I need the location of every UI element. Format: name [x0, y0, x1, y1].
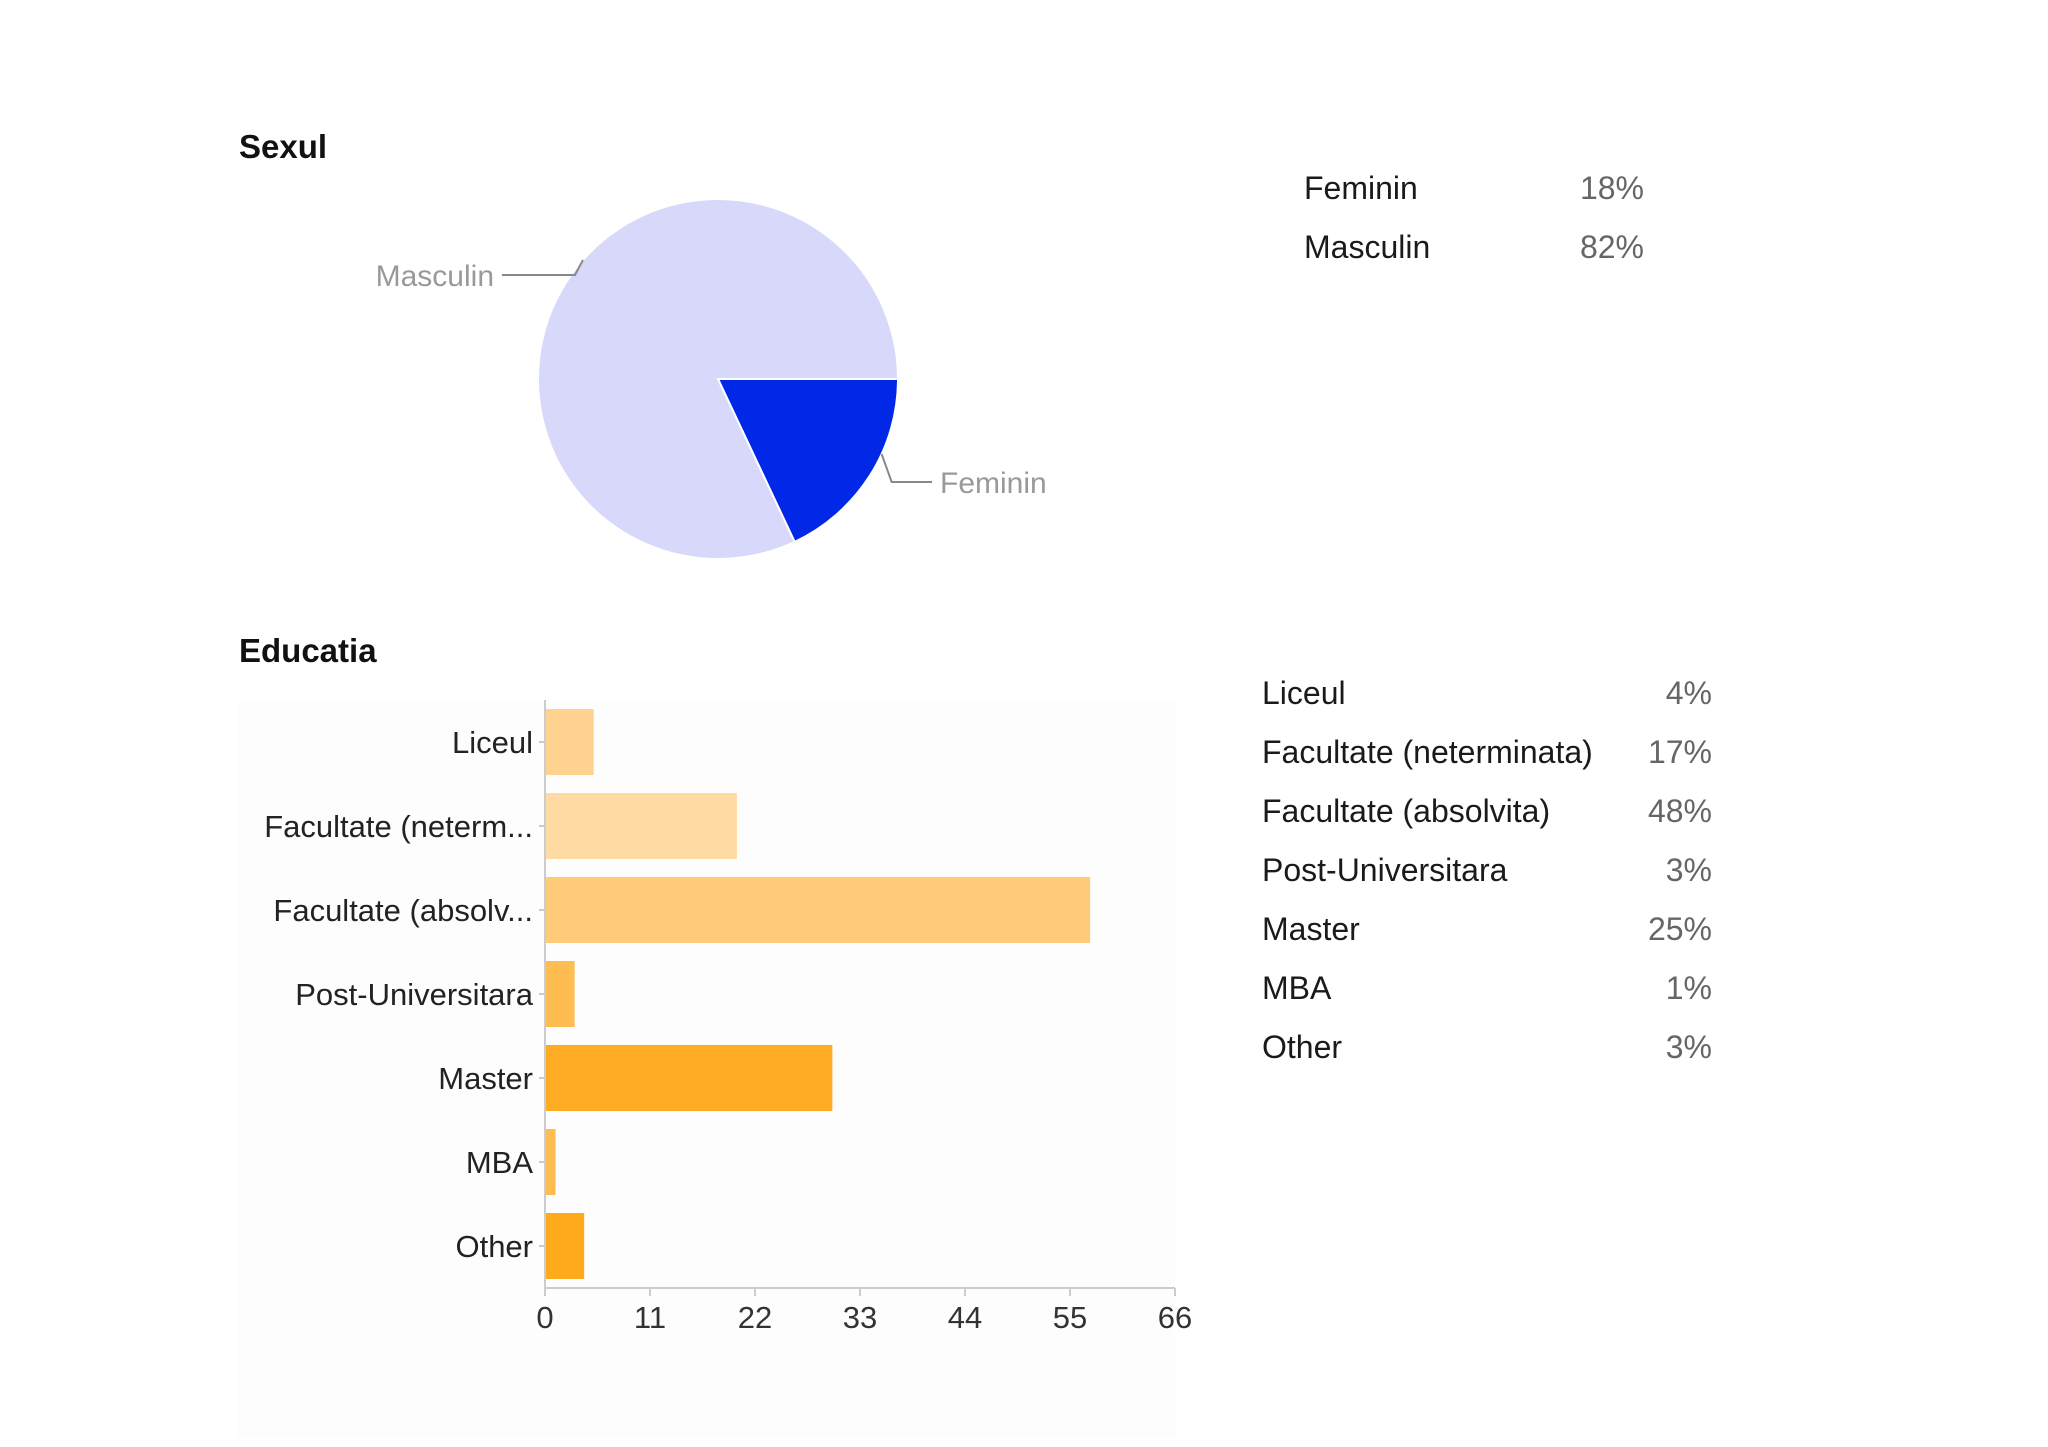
stats-label: Liceul	[1262, 675, 1346, 711]
bar-facultate-absolv	[546, 877, 1091, 943]
x-tick-label-55: 55	[1053, 1300, 1087, 1335]
sexul-title: Sexul	[239, 128, 328, 165]
bar-label-mba: MBA	[466, 1145, 534, 1180]
stats-label: Facultate (absolvita)	[1262, 793, 1551, 829]
stats-label: Other	[1262, 1029, 1343, 1065]
sexul-pie-chart: Feminin Masculin	[376, 198, 1047, 560]
bar-other	[546, 1213, 585, 1279]
stats-label: MBA	[1262, 970, 1332, 1006]
bar-label-liceul: Liceul	[452, 725, 533, 760]
bar-liceul	[546, 709, 594, 775]
educatia-title: Educatia	[239, 632, 377, 669]
stats-value: 48%	[1647, 793, 1712, 829]
x-tick-label-33: 33	[843, 1300, 877, 1335]
stats-label: Masculin	[1304, 229, 1431, 265]
bar-facultate-neterm	[546, 793, 737, 859]
stats-value: 17%	[1647, 734, 1712, 770]
stats-value: 25%	[1647, 911, 1712, 947]
stats-value: 18%	[1579, 170, 1644, 206]
educatia-bar-chart: Liceul Facultate (neterm... Facultate (abs…	[238, 700, 1192, 1438]
bar-master	[546, 1045, 833, 1111]
bar-label-facultate-neterm: Facultate (neterm...	[264, 809, 533, 844]
bar-label-other: Other	[455, 1229, 533, 1264]
stats-value: 3%	[1665, 852, 1712, 888]
x-tick-label-22: 22	[738, 1300, 772, 1335]
pie-label-masculin: Masculin	[376, 260, 494, 293]
x-tick-label-0: 0	[536, 1300, 553, 1335]
bar-label-post-universitara: Post-Universitara	[295, 977, 533, 1012]
pie-label-feminin: Feminin	[940, 467, 1047, 500]
x-tick-label-11: 11	[634, 1300, 666, 1335]
bar-label-facultate-absolv: Facultate (absolv...	[273, 893, 533, 928]
pie-leader-feminin	[880, 453, 932, 483]
stats-value: 3%	[1665, 1029, 1712, 1065]
pie-slice-masculin	[537, 198, 900, 560]
stats-label: Master	[1262, 911, 1360, 947]
x-tick-label-44: 44	[948, 1300, 982, 1335]
bar-post-universitara	[546, 961, 575, 1027]
bar-label-master: Master	[438, 1061, 533, 1096]
stats-value: 1%	[1665, 970, 1712, 1006]
stats-label: Facultate (neterminata)	[1262, 734, 1593, 770]
pie-slice-feminin	[716, 378, 900, 544]
x-tick-label-66: 66	[1158, 1300, 1192, 1335]
stats-value: 82%	[1579, 229, 1644, 265]
stats-value: 4%	[1665, 675, 1712, 711]
stats-label: Post-Universitara	[1262, 852, 1508, 888]
pie-leader-masculin	[502, 259, 584, 276]
stats-label: Feminin	[1304, 170, 1418, 206]
bar-mba	[546, 1129, 556, 1195]
